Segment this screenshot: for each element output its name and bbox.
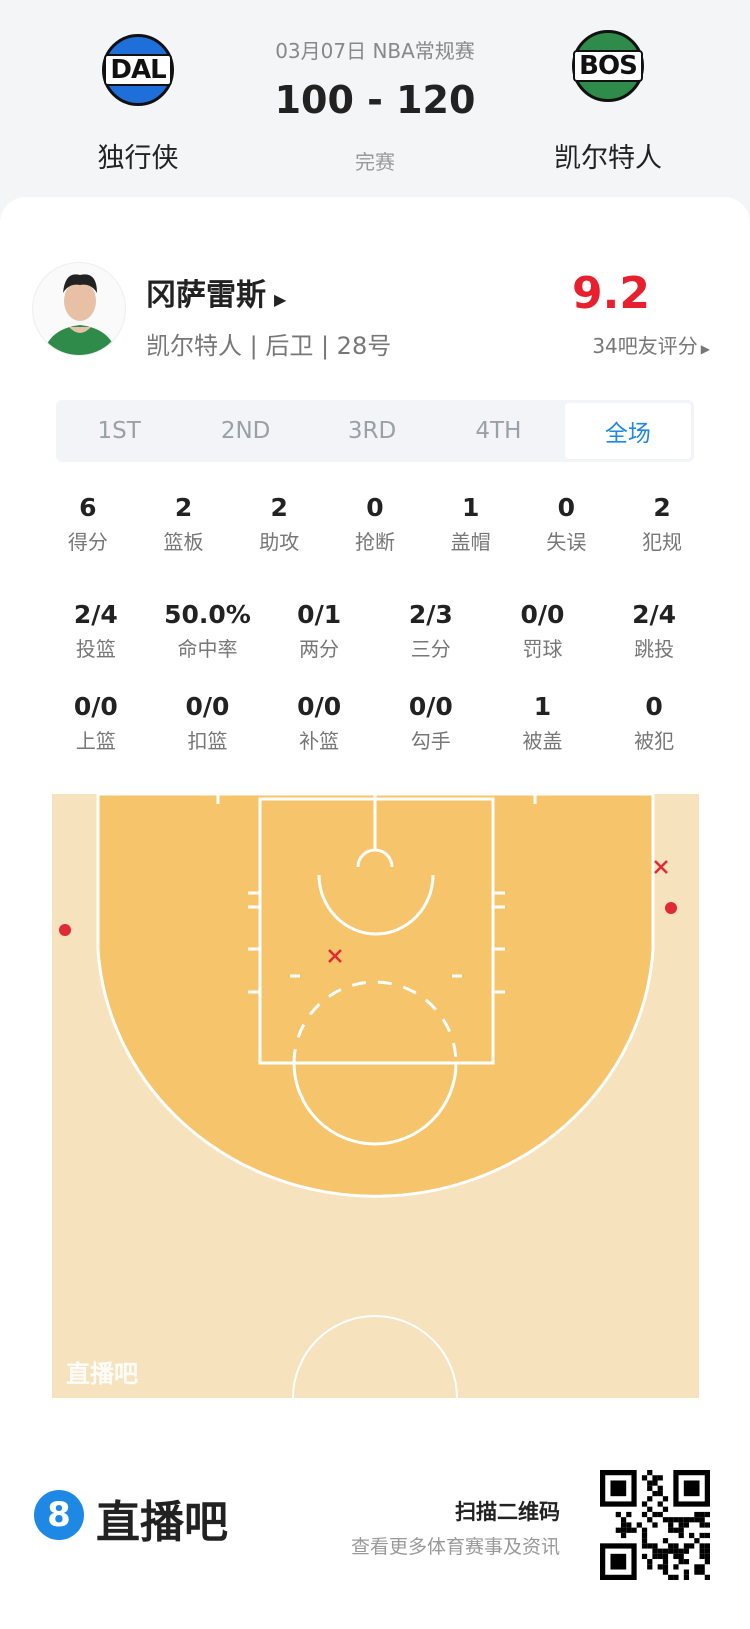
made-shot-marker <box>59 924 71 936</box>
match-date-league: 03月07日 NBA常规赛 <box>275 39 475 63</box>
stat-label: 两分 <box>299 637 340 661</box>
stat-value: 2/3 <box>408 600 453 629</box>
stats-row-shot-types: 0/0 上篮 0/0 扣篮 0/0 补篮 0/0 勾手 1 被盖 0 被犯 <box>40 692 710 754</box>
player-avatar <box>32 262 126 356</box>
match-score: 100 - 120 <box>274 78 476 122</box>
stat-label: 罚球 <box>522 637 563 661</box>
stat-value: 0/1 <box>297 600 342 629</box>
stat-value: 2 <box>270 493 288 522</box>
stat-item: 2 助攻 <box>234 493 324 555</box>
three-point-area <box>96 792 655 1198</box>
stat-item: 0/0 扣篮 <box>162 692 252 754</box>
stat-value: 0 <box>645 692 663 721</box>
stat-label: 三分 <box>410 637 451 661</box>
stats-row-basic: 6 得分 2 篮板 2 助攻 0 抢断 1 盖帽 0 失误 2 犯规 <box>40 493 710 555</box>
stat-value: 2/4 <box>632 600 677 629</box>
stat-item: 0 抢断 <box>330 493 420 555</box>
bos-team-logo[interactable]: BOS <box>572 30 644 102</box>
stat-value: 6 <box>79 493 97 522</box>
restricted-area <box>317 874 435 936</box>
stat-item: 1 盖帽 <box>426 493 516 555</box>
stat-item: 0/1 两分 <box>274 600 364 662</box>
stat-label: 篮板 <box>163 530 204 554</box>
stat-value: 2 <box>653 493 671 522</box>
caret-right-icon: ▶ <box>274 290 287 309</box>
stat-item: 2/3 三分 <box>386 600 476 662</box>
stat-value: 0 <box>366 493 384 522</box>
stat-value: 0/0 <box>73 692 118 721</box>
stat-item: 2 犯规 <box>617 493 707 555</box>
stat-item: 0 失误 <box>521 493 611 555</box>
stat-label: 盖帽 <box>450 530 491 554</box>
missed-shot-marker <box>654 860 668 874</box>
tab-full-game[interactable]: 全场 <box>564 403 692 459</box>
stat-item: 2/4 投篮 <box>51 600 141 662</box>
stats-row-shooting: 2/4 投篮 50.0% 命中率 0/1 两分 2/3 三分 0/0 罚球 2/4 跳投 <box>40 600 710 662</box>
stat-value: 0/0 <box>408 692 453 721</box>
stat-value: 2/4 <box>73 600 118 629</box>
stat-label: 被盖 <box>522 729 563 753</box>
caret-right-icon: ▶ <box>700 342 710 356</box>
stat-item: 1 被盖 <box>497 692 587 754</box>
stat-value: 50.0% <box>164 600 251 629</box>
player-name-link[interactable]: 冈萨雷斯 ▶ <box>146 278 287 313</box>
period-tabs: 1ST 2ND 3RD 4TH 全场 <box>56 400 694 462</box>
stat-label: 投篮 <box>75 637 116 661</box>
stat-label: 跳投 <box>634 637 675 661</box>
stat-item: 0/0 勾手 <box>386 692 476 754</box>
player-rating: 9.2 <box>572 268 650 319</box>
made-shot-marker <box>665 902 677 914</box>
stat-item: 0 被犯 <box>609 692 699 754</box>
dal-team-logo[interactable]: DAL <box>102 34 174 106</box>
match-status: 完赛 <box>355 150 395 174</box>
stat-value: 2 <box>174 493 193 522</box>
brand-logo-icon: 8 <box>34 1490 84 1540</box>
stat-value: 0/0 <box>297 692 342 721</box>
stat-item: 2/4 跳投 <box>609 600 699 662</box>
stat-label: 抢断 <box>354 530 395 554</box>
away-team-name[interactable]: 凯尔特人 <box>554 143 662 174</box>
stat-label: 上篮 <box>75 729 116 753</box>
qr-title: 扫描二维码 <box>455 1500 560 1524</box>
stat-value: 1 <box>533 692 552 721</box>
stat-item: 0/0 补篮 <box>274 692 364 754</box>
stat-value: 0 <box>557 493 576 522</box>
stat-label: 扣篮 <box>187 729 228 753</box>
stat-label: 失误 <box>546 530 587 554</box>
qr-code[interactable] <box>600 1470 710 1580</box>
qr-subtitle: 查看更多体育赛事及资讯 <box>350 1536 560 1558</box>
rating-link[interactable]: 34吧友评分 ▶ <box>592 334 710 358</box>
tab-4th[interactable]: 4TH <box>475 418 522 444</box>
stat-label: 被犯 <box>634 729 675 753</box>
stat-label: 命中率 <box>177 637 238 661</box>
tab-1st[interactable]: 1ST <box>97 418 141 444</box>
stat-item: 2 篮板 <box>139 493 229 555</box>
free-throw-circle-lower <box>292 1062 458 1146</box>
stat-label: 助攻 <box>259 530 300 554</box>
stat-value: 0/0 <box>520 600 565 629</box>
shot-chart: 直播吧 <box>52 792 699 1481</box>
stat-value: 1 <box>461 493 480 522</box>
home-team-name[interactable]: 独行侠 <box>97 143 179 174</box>
tab-2nd[interactable]: 2ND <box>220 418 271 444</box>
watermark: 直播吧 <box>66 1360 138 1388</box>
stat-item: 6 得分 <box>43 493 133 555</box>
player-info: 凯尔特人 | 后卫 | 28号 <box>146 332 392 360</box>
stat-label: 犯规 <box>642 530 683 554</box>
stat-item: 0/0 上篮 <box>51 692 141 754</box>
stat-value: 0/0 <box>185 692 230 721</box>
rim <box>356 848 394 868</box>
stat-label: 得分 <box>67 530 108 554</box>
stat-label: 补篮 <box>299 729 340 753</box>
free-throw-circle-upper <box>292 980 458 1064</box>
stat-item: 50.0% 命中率 <box>162 600 252 662</box>
tab-3rd[interactable]: 3RD <box>347 418 397 444</box>
stat-item: 0/0 罚球 <box>497 600 587 662</box>
stat-label: 勾手 <box>410 729 451 753</box>
brand-name: 直播吧 <box>96 1497 228 1548</box>
missed-shot-marker <box>328 949 342 963</box>
lane-hash-marks <box>216 794 537 994</box>
